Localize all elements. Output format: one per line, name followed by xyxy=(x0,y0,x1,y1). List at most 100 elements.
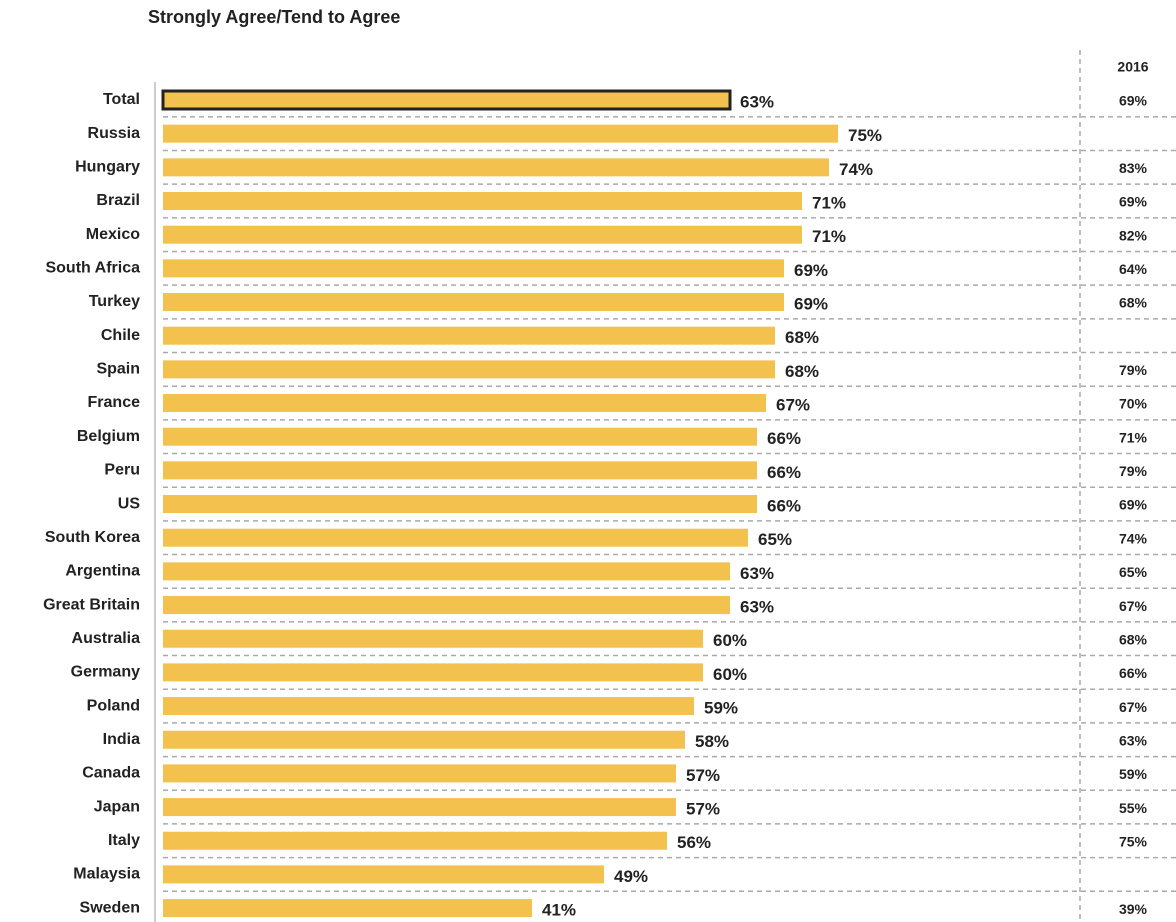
bar xyxy=(163,259,784,278)
comparison-value: 71% xyxy=(1119,429,1148,445)
comparison-value: 65% xyxy=(1119,564,1148,580)
bar xyxy=(163,528,748,547)
category-label: Hungary xyxy=(75,159,140,176)
category-label: Poland xyxy=(87,697,140,714)
bar xyxy=(163,326,775,345)
category-label: Germany xyxy=(71,664,140,681)
value-label: 60% xyxy=(713,631,747,650)
category-label: Belgium xyxy=(77,428,140,445)
value-label: 59% xyxy=(704,699,738,718)
comparison-value: 70% xyxy=(1119,396,1148,412)
comparison-value: 39% xyxy=(1119,901,1148,917)
category-label: Italy xyxy=(108,832,140,849)
category-label: Spain xyxy=(96,361,140,378)
bar xyxy=(163,225,802,244)
bar xyxy=(163,158,829,177)
category-label: Russia xyxy=(88,125,141,142)
value-label: 71% xyxy=(812,227,846,246)
bar xyxy=(163,495,757,514)
category-label: Turkey xyxy=(89,293,140,310)
value-label: 69% xyxy=(794,295,828,314)
bar xyxy=(163,562,730,581)
value-label: 56% xyxy=(677,833,711,852)
bar xyxy=(163,427,757,446)
value-label: 75% xyxy=(848,126,882,145)
category-label: Malaysia xyxy=(73,866,140,883)
comparison-value: 64% xyxy=(1119,261,1148,277)
value-label: 68% xyxy=(785,328,819,347)
comparison-value: 74% xyxy=(1119,530,1148,546)
category-label: Chile xyxy=(101,327,140,344)
value-label: 60% xyxy=(713,665,747,684)
value-label: 63% xyxy=(740,92,774,111)
bar xyxy=(163,764,676,783)
bar xyxy=(163,394,766,413)
value-label: 57% xyxy=(686,800,720,819)
comparison-value: 66% xyxy=(1119,665,1148,681)
category-label: US xyxy=(118,495,141,512)
value-label: 74% xyxy=(839,160,873,179)
value-label: 63% xyxy=(740,564,774,583)
category-label: Total xyxy=(103,91,140,108)
comparison-value: 79% xyxy=(1119,362,1148,378)
value-label: 65% xyxy=(758,530,792,549)
bar xyxy=(163,730,685,749)
comparison-value: 68% xyxy=(1119,631,1148,647)
bar xyxy=(161,89,732,111)
value-label: 66% xyxy=(767,429,801,448)
comparison-value: 69% xyxy=(1119,497,1148,513)
value-label: 67% xyxy=(776,396,810,415)
value-label: 71% xyxy=(812,193,846,212)
value-label: 66% xyxy=(767,497,801,516)
bar xyxy=(163,461,757,480)
value-label: 69% xyxy=(794,261,828,280)
bar xyxy=(163,293,784,312)
comparison-value: 55% xyxy=(1119,800,1148,816)
comparison-value: 83% xyxy=(1119,160,1148,176)
bar xyxy=(163,124,838,143)
bar xyxy=(163,663,703,682)
value-label: 68% xyxy=(785,362,819,381)
category-label: Australia xyxy=(72,630,141,647)
category-label: Japan xyxy=(94,798,140,815)
comparison-value: 82% xyxy=(1119,227,1148,243)
comparison-value: 69% xyxy=(1119,93,1148,109)
value-label: 41% xyxy=(542,901,576,920)
value-label: 66% xyxy=(767,463,801,482)
comparison-value: 59% xyxy=(1119,766,1148,782)
category-label: India xyxy=(103,731,140,748)
value-label: 63% xyxy=(740,598,774,617)
category-label: Canada xyxy=(82,765,140,782)
chart-subtitle: Strongly Agree/Tend to Agree xyxy=(148,7,400,27)
value-label: 57% xyxy=(686,766,720,785)
comparison-value: 79% xyxy=(1119,463,1148,479)
category-label: Great Britain xyxy=(43,596,140,613)
bar xyxy=(163,899,532,918)
bar xyxy=(163,865,604,884)
bar xyxy=(163,697,694,716)
bar xyxy=(163,798,676,817)
comparison-value: 75% xyxy=(1119,833,1148,849)
comparison-value: 67% xyxy=(1119,598,1148,614)
category-label: Brazil xyxy=(96,192,140,209)
comparison-value: 69% xyxy=(1119,194,1148,210)
comparison-value: 68% xyxy=(1119,295,1148,311)
value-label: 49% xyxy=(614,867,648,886)
category-label: South Africa xyxy=(45,260,140,277)
value-label: 58% xyxy=(695,732,729,751)
category-label: Sweden xyxy=(80,899,140,916)
bar xyxy=(163,360,775,379)
bar xyxy=(163,596,730,615)
comparison-value: 63% xyxy=(1119,732,1148,748)
comparison-value: 67% xyxy=(1119,699,1148,715)
bar xyxy=(163,831,667,850)
comparison-header: 2016 xyxy=(1117,59,1148,75)
bar xyxy=(163,629,703,648)
category-label: Argentina xyxy=(65,563,140,580)
category-label: Peru xyxy=(104,462,140,479)
bar xyxy=(163,192,802,211)
category-label: South Korea xyxy=(45,529,140,546)
category-label: Mexico xyxy=(86,226,140,243)
category-label: France xyxy=(88,394,141,411)
